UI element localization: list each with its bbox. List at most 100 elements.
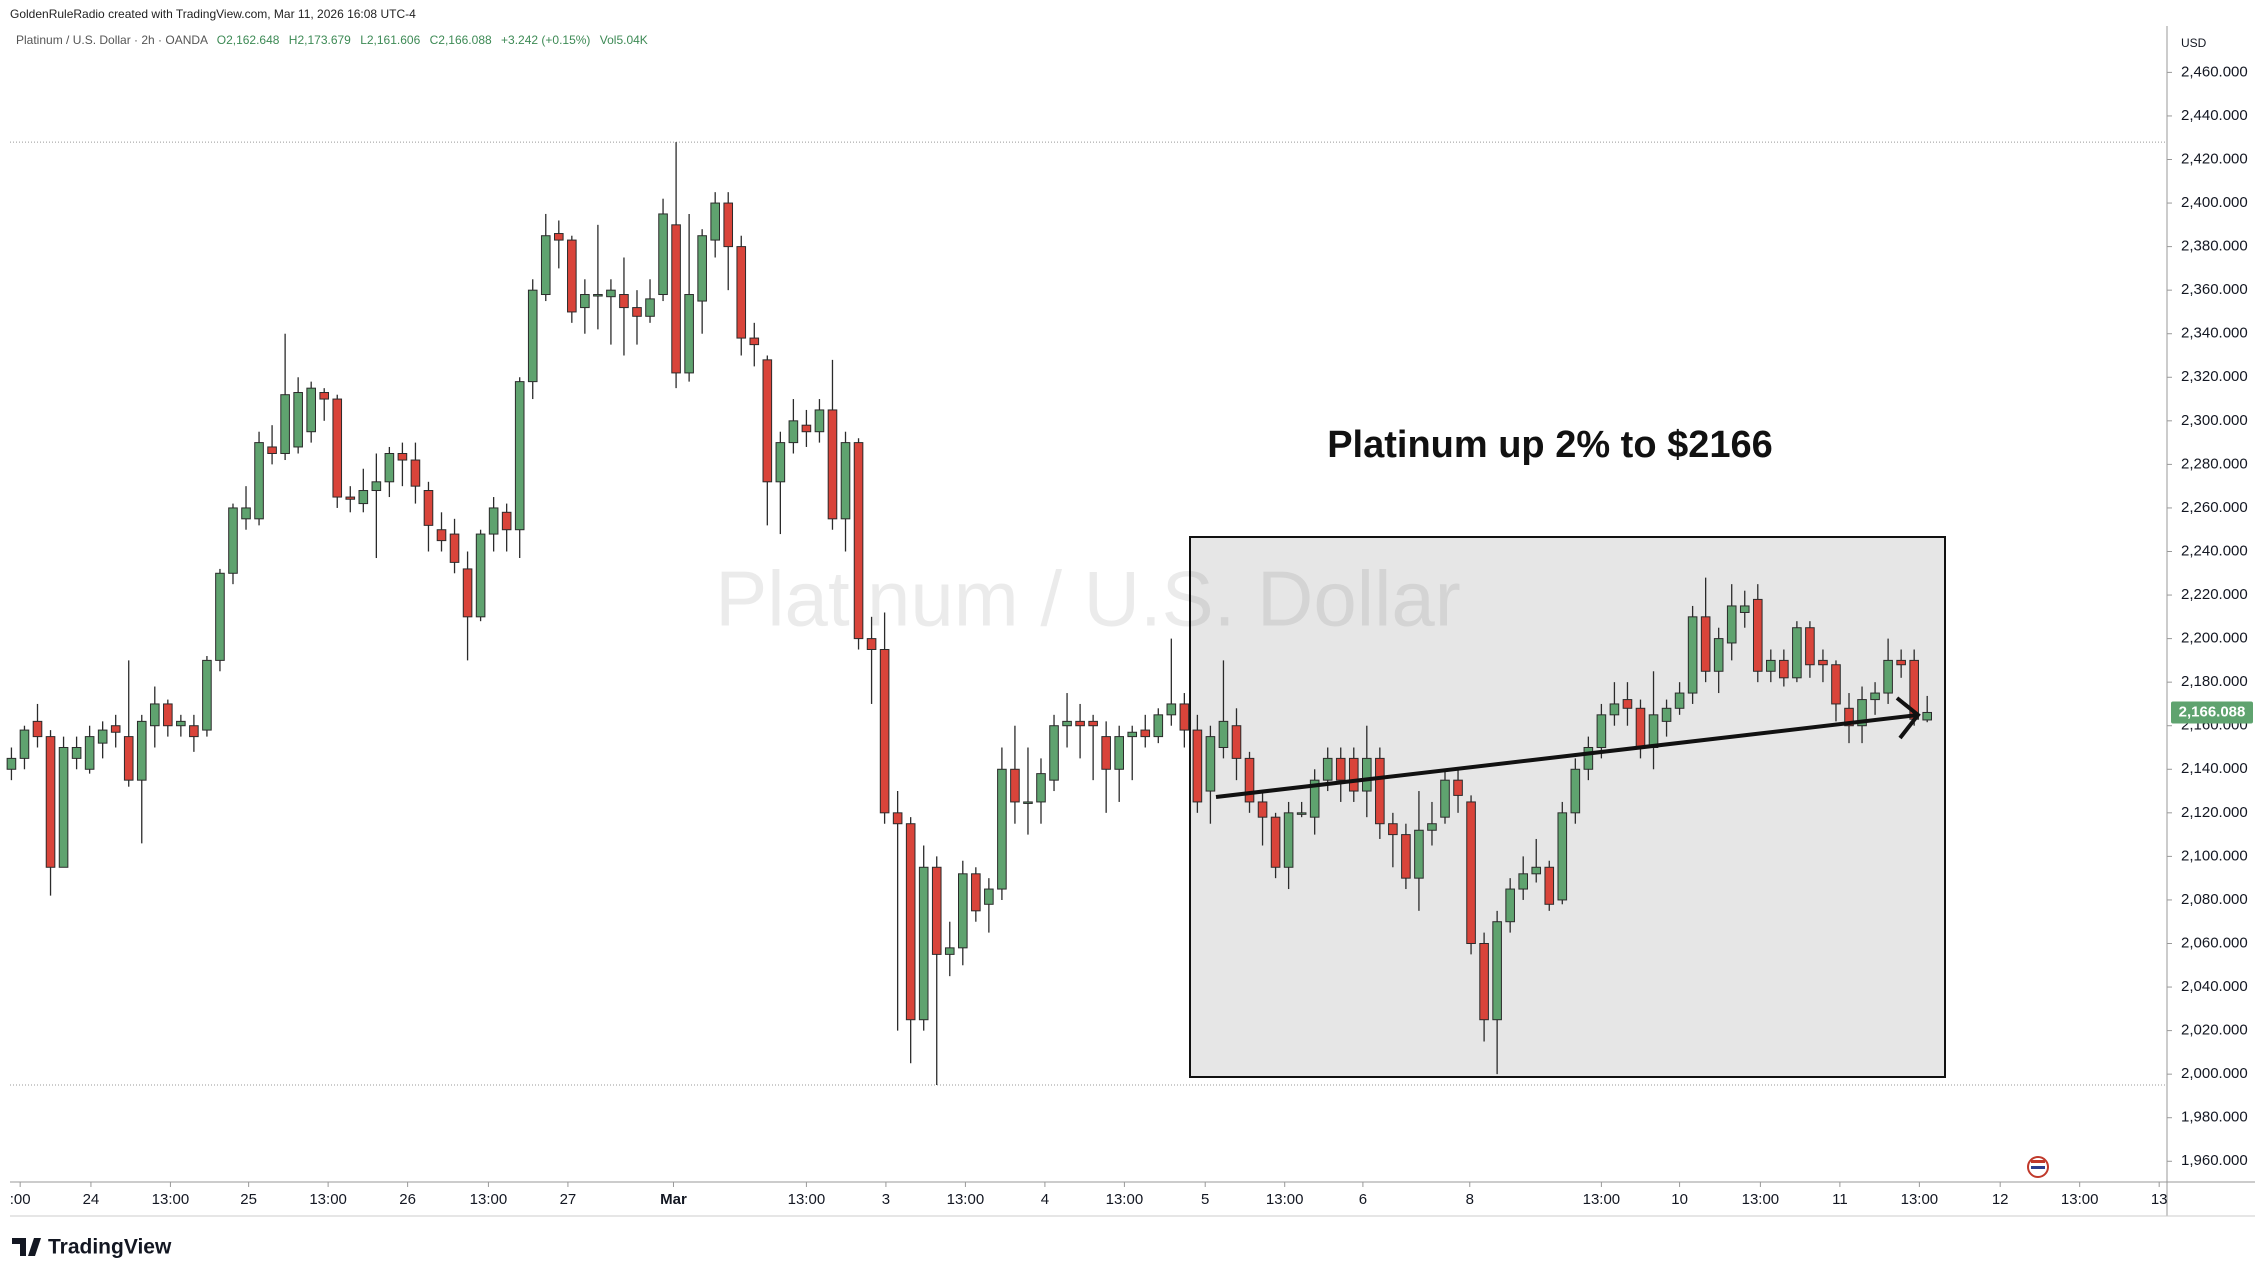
candle-body <box>267 446 277 454</box>
candle-body <box>1049 725 1059 781</box>
candle-body <box>671 224 681 374</box>
candle-body <box>280 394 290 454</box>
candle-body <box>1062 720 1072 727</box>
y-tick-label: 2,340.000 <box>2181 325 2248 342</box>
candle-body <box>1166 703 1177 716</box>
candle-body <box>997 768 1007 890</box>
brand-icon <box>12 1238 41 1256</box>
x-tick-label: 13:00 <box>152 1191 190 1208</box>
y-tick-label: 2,440.000 <box>2181 107 2248 124</box>
y-tick-label: 2,140.000 <box>2181 760 2248 777</box>
candle-body <box>332 398 343 498</box>
candle-body <box>762 359 773 483</box>
candle-body <box>658 213 668 296</box>
candle-body <box>123 736 134 781</box>
candle-body <box>1766 659 1776 672</box>
candle-body <box>1739 605 1750 613</box>
candle-body <box>1179 703 1190 731</box>
candle-body <box>384 452 395 483</box>
candle-body <box>293 392 303 448</box>
x-tick-label: 13:00 <box>1583 1191 1621 1208</box>
candle-body <box>358 490 369 505</box>
x-tick-label: 13:00 <box>788 1191 826 1208</box>
candle-body <box>475 533 486 618</box>
y-tick-label: 2,300.000 <box>2181 412 2248 429</box>
candle-body <box>436 529 447 542</box>
candle-body <box>1648 714 1659 748</box>
candle-body <box>931 866 942 955</box>
candle-body <box>593 294 603 297</box>
y-tick-label: 2,220.000 <box>2181 586 2248 603</box>
candle-body <box>1388 823 1398 836</box>
candle-body <box>580 294 590 309</box>
candle-body <box>319 392 330 400</box>
y-tick-label: 2,460.000 <box>2181 63 2248 80</box>
y-tick-label: 1,980.000 <box>2181 1109 2248 1126</box>
candle-body <box>1518 873 1528 890</box>
candle-body <box>1153 714 1164 738</box>
candle-body <box>462 568 473 618</box>
candle-body <box>1831 664 1841 705</box>
x-tick-label: 6 <box>1359 1191 1367 1208</box>
candle-body <box>827 409 838 520</box>
candle-body <box>814 409 825 433</box>
candle-body <box>866 638 877 650</box>
y-tick-label: 2,260.000 <box>2181 499 2248 516</box>
currency-icon <box>2027 1156 2049 1178</box>
x-tick-label: 13:00 <box>1901 1191 1939 1208</box>
candle-body <box>1818 659 1828 666</box>
candle-body <box>1570 768 1581 814</box>
candle-body <box>1557 812 1568 901</box>
y-tick-label: 2,060.000 <box>2181 934 2248 951</box>
candle-body <box>775 442 786 483</box>
brand: TradingView <box>48 1236 172 1259</box>
x-tick-label: 26 <box>399 1191 416 1208</box>
candle-body <box>1440 779 1450 818</box>
y-tick-label: 2,380.000 <box>2181 238 2248 255</box>
candle-body <box>905 823 916 1021</box>
candle-body <box>32 720 43 738</box>
candle-body <box>1075 720 1085 727</box>
candle-body <box>1322 757 1333 781</box>
last-price-box <box>2171 701 2253 724</box>
candle-body <box>1231 725 1242 759</box>
candle-body <box>371 481 382 492</box>
candle-body <box>684 294 694 374</box>
candle-body <box>1088 720 1098 727</box>
candle-body <box>1870 692 1880 701</box>
x-tick-label: 13:00 <box>1106 1191 1144 1208</box>
x-tick-label: Mar <box>660 1191 687 1208</box>
candle-body <box>1335 757 1346 781</box>
candle-body <box>892 812 903 825</box>
candle-body <box>45 736 56 868</box>
candle-body <box>1140 729 1151 738</box>
y-tick-label: 2,100.000 <box>2181 847 2248 864</box>
legend: Platinum / U.S. Dollar · 2h · OANDA O2,1… <box>16 33 648 47</box>
y-tick-label: 2,280.000 <box>2181 455 2248 472</box>
candle-body <box>1348 757 1359 792</box>
x-tick-label: 13:00 <box>309 1191 347 1208</box>
y-tick-label: 2,040.000 <box>2181 978 2248 995</box>
candle-body <box>788 420 799 444</box>
candle-body <box>1101 736 1111 770</box>
y-tick-label: 2,240.000 <box>2181 542 2248 559</box>
x-tick-label: 24 <box>83 1191 100 1208</box>
candle-body <box>1622 699 1633 709</box>
candle-body <box>176 720 186 727</box>
candle-body <box>488 507 499 535</box>
candle-body <box>449 533 460 563</box>
candle-body <box>1218 720 1229 748</box>
candle-body <box>202 659 212 731</box>
candle-body <box>501 511 512 531</box>
candle-body <box>1036 773 1046 803</box>
candle-body <box>1114 736 1124 770</box>
candle-body <box>749 337 760 346</box>
axes: 1,960.000 1,980.000 2,000.000 2,020.000 2,04… <box>10 63 2253 1208</box>
candle-body <box>423 490 434 526</box>
candle-body <box>1453 779 1463 796</box>
candle-body <box>163 703 173 727</box>
y-tick-label: 2,200.000 <box>2181 630 2248 647</box>
legend-symbol: Platinum / U.S. Dollar · 2h · OANDA <box>16 33 208 47</box>
candle-body <box>1896 659 1906 666</box>
